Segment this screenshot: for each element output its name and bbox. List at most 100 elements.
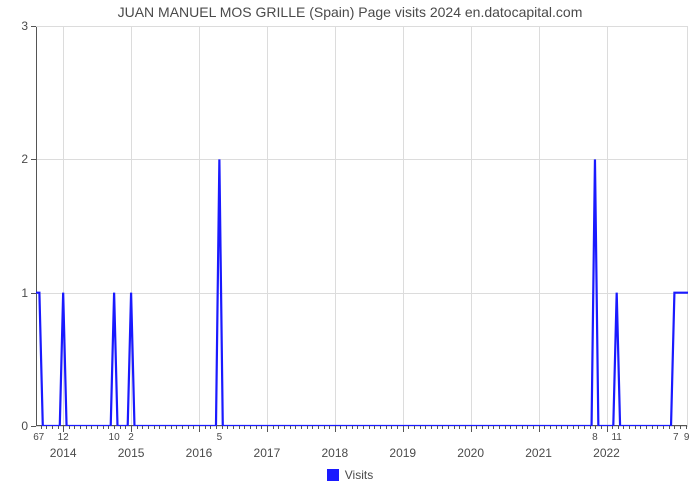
x-minor-tick-mark [363, 426, 364, 429]
x-minor-tick-mark [182, 426, 183, 429]
x-minor-tick-mark [103, 426, 104, 429]
x-minor-tick-mark [256, 426, 257, 429]
x-minor-tick-mark [295, 426, 296, 429]
y-tick-label: 2 [12, 152, 28, 166]
x-minor-tick-mark [329, 426, 330, 429]
x-minor-tick-mark [188, 426, 189, 429]
x-minor-tick-mark [193, 426, 194, 429]
y-tick-mark [31, 426, 36, 427]
x-minor-tick-mark [488, 426, 489, 429]
plot-area [36, 26, 688, 426]
y-tick-label: 1 [12, 286, 28, 300]
x-year-label: 2016 [186, 446, 213, 460]
x-minor-label: 10 [109, 432, 120, 443]
x-minor-tick-mark [442, 426, 443, 429]
x-minor-tick-mark [493, 426, 494, 429]
y-tick-mark [31, 293, 36, 294]
x-minor-tick-mark [471, 426, 472, 429]
x-year-label: 2021 [525, 446, 552, 460]
x-minor-tick-mark [267, 426, 268, 429]
x-minor-tick-mark [374, 426, 375, 429]
x-minor-tick-mark [476, 426, 477, 429]
x-minor-tick-mark [205, 426, 206, 429]
x-minor-tick-mark [533, 426, 534, 429]
x-minor-tick-mark [561, 426, 562, 429]
x-minor-tick-mark [431, 426, 432, 429]
x-minor-tick-mark [539, 426, 540, 429]
visits-line-series [36, 26, 688, 426]
x-minor-tick-mark [171, 426, 172, 429]
x-minor-tick-mark [510, 426, 511, 429]
x-minor-tick-mark [618, 426, 619, 429]
chart-title: JUAN MANUEL MOS GRILLE (Spain) Page visi… [0, 4, 700, 20]
x-minor-tick-mark [340, 426, 341, 429]
x-minor-tick-mark [165, 426, 166, 429]
x-minor-tick-mark [176, 426, 177, 429]
x-year-label: 2022 [593, 446, 620, 460]
x-minor-tick-mark [250, 426, 251, 429]
legend-swatch [327, 469, 339, 481]
x-minor-tick-mark [91, 426, 92, 429]
x-minor-label: 5 [217, 432, 223, 443]
x-minor-tick-mark [612, 426, 613, 429]
x-minor-tick-mark [216, 426, 217, 429]
x-minor-tick-mark [414, 426, 415, 429]
x-minor-tick-mark [154, 426, 155, 429]
x-minor-tick-mark [301, 426, 302, 429]
x-minor-label: 9 [684, 432, 690, 443]
x-minor-tick-mark [290, 426, 291, 429]
x-minor-tick-mark [41, 426, 42, 429]
x-minor-tick-mark [52, 426, 53, 429]
x-minor-tick-mark [459, 426, 460, 429]
x-minor-tick-mark [601, 426, 602, 429]
x-minor-tick-mark [159, 426, 160, 429]
x-minor-tick-mark [58, 426, 59, 429]
x-minor-tick-mark [482, 426, 483, 429]
x-minor-tick-mark [114, 426, 115, 429]
x-minor-tick-mark [544, 426, 545, 429]
x-minor-tick-mark [142, 426, 143, 429]
x-minor-tick-mark [125, 426, 126, 429]
x-minor-tick-mark [420, 426, 421, 429]
x-minor-tick-mark [284, 426, 285, 429]
x-minor-label: 7 [673, 432, 679, 443]
x-minor-tick-mark [567, 426, 568, 429]
x-year-label: 2019 [389, 446, 416, 460]
y-tick-label: 3 [12, 19, 28, 33]
x-minor-tick-mark [686, 426, 687, 429]
x-minor-tick-mark [239, 426, 240, 429]
x-minor-tick-mark [448, 426, 449, 429]
x-minor-tick-mark [352, 426, 353, 429]
x-minor-tick-mark [527, 426, 528, 429]
x-minor-tick-mark [629, 426, 630, 429]
x-minor-tick-mark [680, 426, 681, 429]
x-minor-tick-mark [584, 426, 585, 429]
x-year-label: 2014 [50, 446, 77, 460]
x-minor-tick-mark [550, 426, 551, 429]
x-year-label: 2017 [254, 446, 281, 460]
x-minor-tick-mark [148, 426, 149, 429]
x-minor-tick-mark [199, 426, 200, 429]
x-minor-tick-mark [465, 426, 466, 429]
x-minor-tick-mark [408, 426, 409, 429]
x-minor-tick-mark [97, 426, 98, 429]
x-minor-tick-mark [346, 426, 347, 429]
x-minor-tick-mark [386, 426, 387, 429]
x-minor-tick-mark [335, 426, 336, 429]
legend: Visits [0, 466, 700, 484]
legend-label: Visits [345, 468, 373, 482]
x-minor-tick-mark [640, 426, 641, 429]
x-minor-tick-mark [522, 426, 523, 429]
x-minor-tick-mark [108, 426, 109, 429]
x-minor-tick-mark [369, 426, 370, 429]
x-minor-tick-mark [437, 426, 438, 429]
x-minor-tick-mark [623, 426, 624, 429]
x-minor-tick-mark [261, 426, 262, 429]
x-minor-tick-mark [425, 426, 426, 429]
x-minor-tick-mark [380, 426, 381, 429]
x-minor-tick-mark [635, 426, 636, 429]
x-minor-tick-mark [74, 426, 75, 429]
x-minor-tick-mark [312, 426, 313, 429]
x-minor-tick-mark [590, 426, 591, 429]
y-tick-label: 0 [12, 419, 28, 433]
